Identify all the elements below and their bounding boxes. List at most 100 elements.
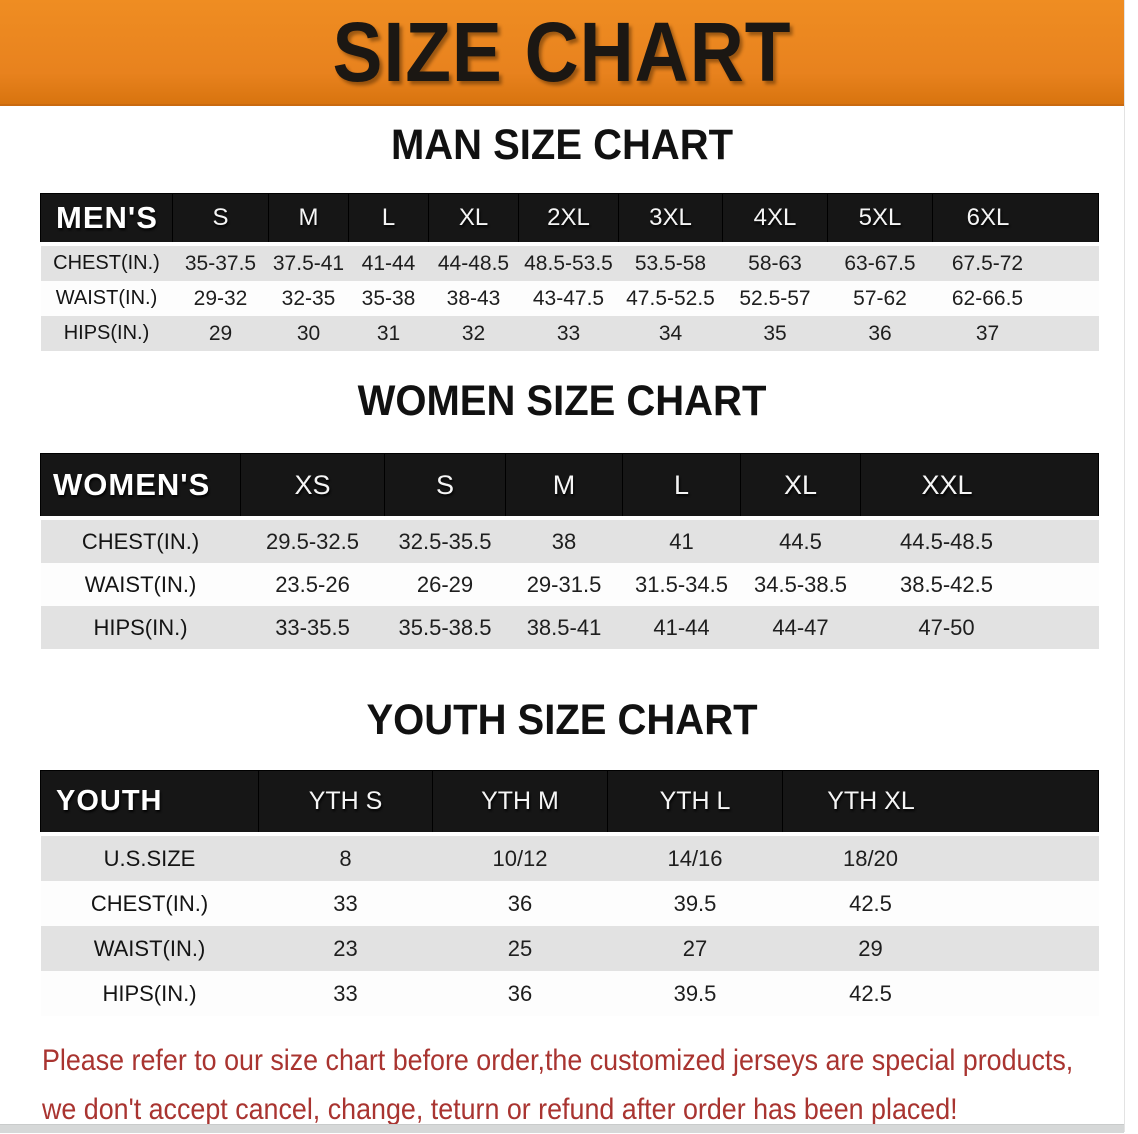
youth-col-header: YTH S — [258, 770, 433, 835]
cell-value: 29-31.5 — [505, 563, 623, 606]
cell-value: 29 — [172, 316, 269, 351]
cell-value: 52.5-57 — [722, 281, 828, 316]
youth-section-title: YOUTH SIZE CHART — [366, 696, 758, 744]
men-size-table: MEN'S S M L XL 2XL 3XL 4XL 5XL 6XL CHEST… — [40, 193, 1099, 351]
cell-value: 32-35 — [268, 281, 349, 316]
cell-value: 26-29 — [384, 563, 506, 606]
cell-value: 39.5 — [607, 971, 783, 1016]
youth-waist-row: WAIST(IN.) 23 25 27 29 — [40, 926, 1099, 971]
cell-value: 36 — [432, 971, 608, 1016]
cell-value: 23 — [258, 926, 433, 971]
youth-col-header: YTH XL — [782, 770, 1099, 835]
women-table-header: WOMEN'S XS S M L XL XXL — [40, 453, 1099, 519]
row-label: HIPS(IN.) — [40, 316, 173, 351]
women-col-header: L — [622, 453, 741, 519]
cell-value: 35-38 — [348, 281, 429, 316]
cell-value: 29.5-32.5 — [240, 516, 385, 563]
men-col-header: L — [348, 193, 429, 245]
cell-value: 43-47.5 — [518, 281, 619, 316]
men-col-header: M — [268, 193, 349, 245]
cell-value: 34.5-38.5 — [740, 563, 861, 606]
men-table-header: MEN'S S M L XL 2XL 3XL 4XL 5XL 6XL — [40, 193, 1099, 245]
women-col-header: S — [384, 453, 506, 519]
men-col-header: 4XL — [722, 193, 828, 245]
youth-ussize-row: U.S.SIZE 8 10/12 14/16 18/20 — [40, 832, 1099, 881]
cell-value: 10/12 — [432, 832, 608, 881]
row-label: U.S.SIZE — [40, 832, 259, 881]
disclaimer-line-1: Please refer to our size chart before or… — [42, 1044, 1074, 1077]
men-waist-row: WAIST(IN.) 29-32 32-35 35-38 38-43 43-47… — [40, 281, 1099, 316]
women-chest-row: CHEST(IN.) 29.5-32.5 32.5-35.5 38 41 44.… — [40, 516, 1099, 563]
cell-value: 35-37.5 — [172, 242, 269, 281]
youth-table-header: YOUTH YTH S YTH M YTH L YTH XL — [40, 770, 1099, 835]
women-col-header: M — [505, 453, 623, 519]
cell-value: 44.5-48.5 — [860, 516, 1099, 563]
cell-value: 31 — [348, 316, 429, 351]
cell-value: 14/16 — [607, 832, 783, 881]
cell-value: 41-44 — [348, 242, 429, 281]
cell-value: 41 — [622, 516, 741, 563]
women-col-header: XL — [740, 453, 861, 519]
cell-value: 44.5 — [740, 516, 861, 563]
cell-value: 41-44 — [622, 606, 741, 649]
bottom-divider — [0, 1124, 1124, 1133]
cell-value: 38 — [505, 516, 623, 563]
cell-value: 32.5-35.5 — [384, 516, 506, 563]
cell-value: 67.5-72 — [932, 242, 1099, 281]
cell-value: 48.5-53.5 — [518, 242, 619, 281]
cell-value: 33 — [258, 971, 433, 1016]
men-col-header: 2XL — [518, 193, 619, 245]
order-disclaimer: Please refer to our size chart before or… — [42, 1036, 1107, 1134]
cell-value: 29 — [782, 926, 1099, 971]
cell-value: 47.5-52.5 — [618, 281, 723, 316]
men-col-header: S — [172, 193, 269, 245]
row-label: HIPS(IN.) — [40, 606, 241, 649]
cell-value: 25 — [432, 926, 608, 971]
cell-value: 27 — [607, 926, 783, 971]
men-hips-row: HIPS(IN.) 29 30 31 32 33 34 35 36 37 — [40, 316, 1099, 351]
row-label: HIPS(IN.) — [40, 971, 259, 1016]
cell-value: 36 — [827, 316, 933, 351]
size-chart-banner: SIZE CHART — [0, 0, 1124, 106]
youth-col-header: YTH L — [607, 770, 783, 835]
disclaimer-line-2: we don't accept cancel, change, teturn o… — [42, 1093, 958, 1126]
youth-header-label: YOUTH — [40, 770, 259, 835]
cell-value: 23.5-26 — [240, 563, 385, 606]
women-header-label: WOMEN'S — [40, 453, 241, 519]
cell-value: 34 — [618, 316, 723, 351]
women-hips-row: HIPS(IN.) 33-35.5 35.5-38.5 38.5-41 41-4… — [40, 606, 1099, 649]
youth-col-header: YTH M — [432, 770, 608, 835]
cell-value: 38.5-42.5 — [860, 563, 1099, 606]
cell-value: 58-63 — [722, 242, 828, 281]
cell-value: 57-62 — [827, 281, 933, 316]
cell-value: 37.5-41 — [268, 242, 349, 281]
cell-value: 47-50 — [860, 606, 1099, 649]
men-header-label: MEN'S — [40, 193, 173, 245]
cell-value: 18/20 — [782, 832, 1099, 881]
cell-value: 44-47 — [740, 606, 861, 649]
cell-value: 31.5-34.5 — [622, 563, 741, 606]
cell-value: 33 — [518, 316, 619, 351]
cell-value: 36 — [432, 881, 608, 926]
men-section-title: MAN SIZE CHART — [390, 121, 734, 169]
women-section-title: WOMEN SIZE CHART — [357, 377, 767, 425]
women-size-table: WOMEN'S XS S M L XL XXL CHEST(IN.) 29.5-… — [40, 453, 1099, 649]
youth-hips-row: HIPS(IN.) 33 36 39.5 42.5 — [40, 971, 1099, 1016]
cell-value: 62-66.5 — [932, 281, 1099, 316]
cell-value: 35 — [722, 316, 828, 351]
men-col-header: 6XL — [932, 193, 1099, 245]
row-label: WAIST(IN.) — [40, 926, 259, 971]
cell-value: 35.5-38.5 — [384, 606, 506, 649]
cell-value: 44-48.5 — [428, 242, 519, 281]
women-col-header: XS — [240, 453, 385, 519]
banner-title: SIZE CHART — [332, 3, 792, 99]
cell-value: 39.5 — [607, 881, 783, 926]
row-label: CHEST(IN.) — [40, 881, 259, 926]
youth-size-table: YOUTH YTH S YTH M YTH L YTH XL U.S.SIZE … — [40, 770, 1099, 1016]
right-edge-margin — [1124, 0, 1138, 1132]
cell-value: 42.5 — [782, 881, 1099, 926]
cell-value: 53.5-58 — [618, 242, 723, 281]
youth-chest-row: CHEST(IN.) 33 36 39.5 42.5 — [40, 881, 1099, 926]
cell-value: 30 — [268, 316, 349, 351]
row-label: CHEST(IN.) — [40, 516, 241, 563]
